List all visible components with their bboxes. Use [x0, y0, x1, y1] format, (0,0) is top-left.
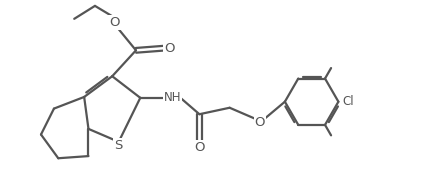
Text: O: O: [164, 42, 174, 55]
Text: Cl: Cl: [343, 95, 354, 108]
Text: O: O: [255, 116, 265, 129]
Text: S: S: [115, 139, 123, 152]
Text: O: O: [194, 141, 205, 154]
Text: NH: NH: [164, 91, 181, 104]
Text: O: O: [109, 16, 120, 29]
